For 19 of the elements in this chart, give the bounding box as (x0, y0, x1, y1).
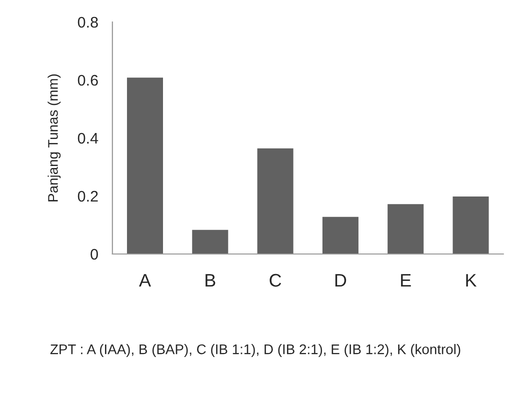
y-axis-title: Panjang Tunas (mm) (48, 74, 61, 202)
bar (126, 76, 164, 254)
x-tick-label: B (206, 274, 216, 287)
bar (191, 228, 230, 254)
text: ZPT : A (IAA), B (BAP), C (IB 1:1), D (IB 2:1), E (IB 1:2), K (kontrol) (50, 344, 460, 357)
bar (452, 195, 490, 254)
x-tick-label: A (139, 274, 151, 287)
x-tick-label: K (466, 274, 477, 287)
x-tick-label: D (335, 274, 346, 287)
y-tick-label: 0 (90, 248, 98, 260)
bar (386, 202, 425, 254)
y-tick-label: 0.6 (78, 74, 98, 86)
y-tick-label: 0.8 (78, 16, 98, 28)
bar (256, 147, 294, 254)
bar (321, 216, 360, 254)
y-tick-label: 0.2 (78, 190, 98, 202)
y-tick-label: 0.4 (78, 132, 98, 144)
x-tick-label: E (401, 274, 411, 287)
x-tick-label: C (270, 274, 282, 287)
